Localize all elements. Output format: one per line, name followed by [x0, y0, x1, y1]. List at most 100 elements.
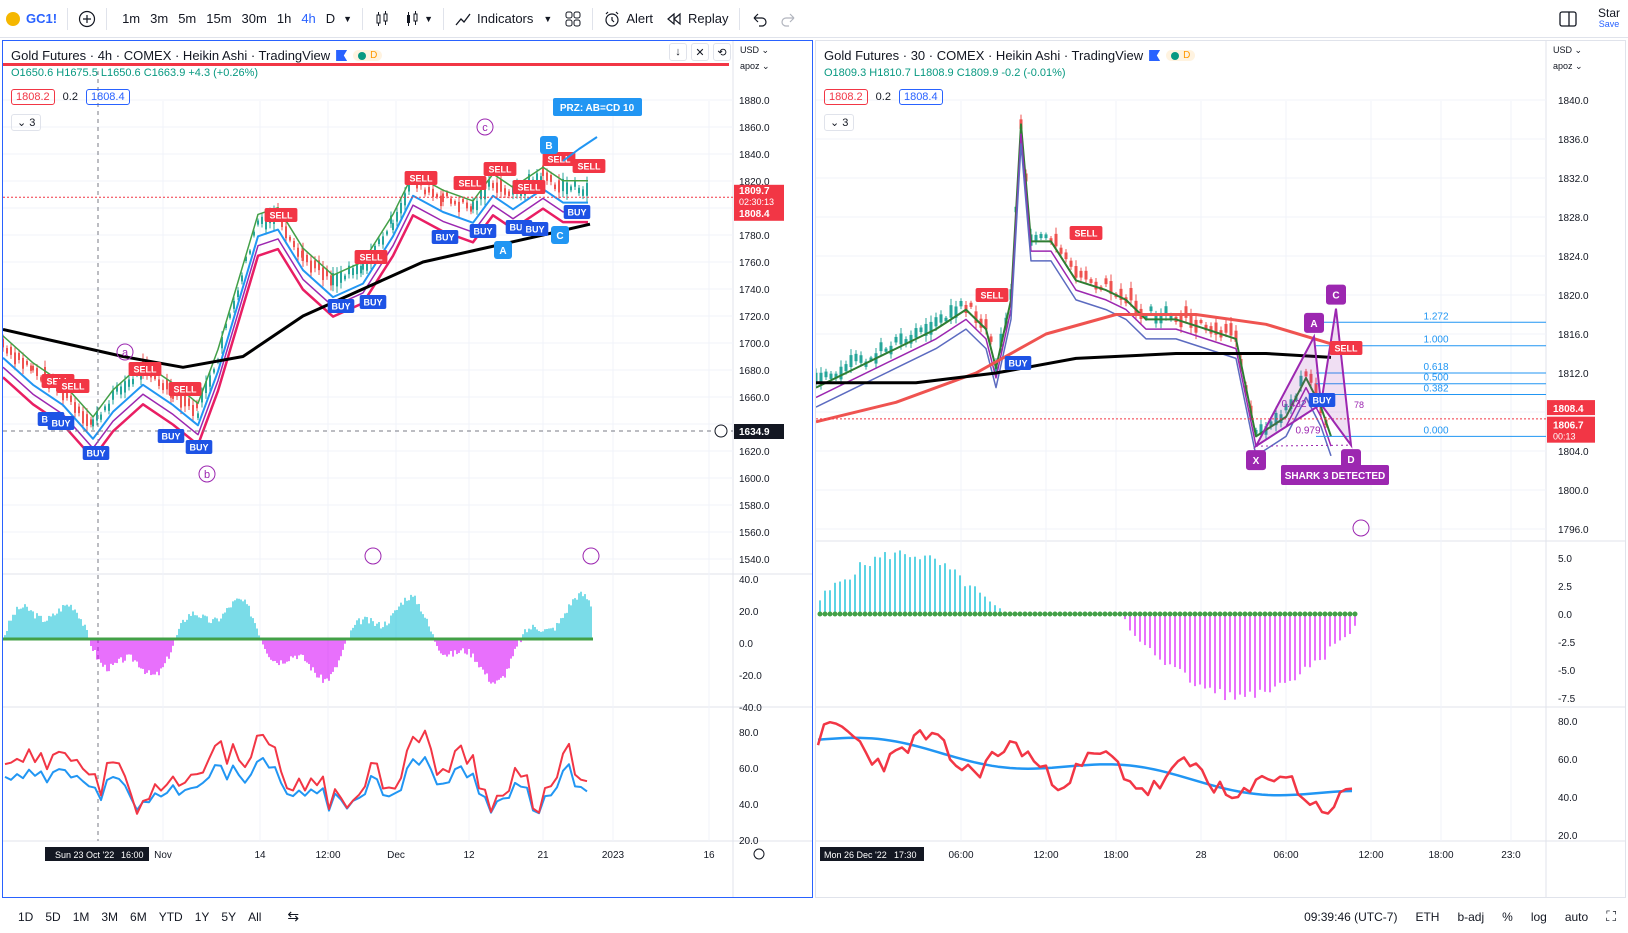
timeframe-15m[interactable]: 15m — [206, 11, 232, 26]
left-chart-title[interactable]: Gold Futures · 4h · COMEX · Heikin Ashi … — [11, 48, 383, 63]
buy-signal-tag: BUY — [567, 208, 586, 218]
range-6m[interactable]: 6M — [130, 909, 147, 924]
percent-toggle[interactable]: % — [1502, 909, 1513, 924]
chevron-down-icon[interactable]: ▼ — [343, 13, 353, 24]
compare-button[interactable] — [72, 0, 102, 38]
candle-body — [929, 321, 933, 335]
candle-body — [70, 395, 72, 402]
candle-body — [458, 201, 460, 213]
candle-body — [162, 383, 164, 391]
redo-button[interactable] — [774, 0, 804, 38]
timeframe-3m[interactable]: 3m — [150, 11, 169, 26]
buy-signal-tag-bg — [359, 295, 387, 309]
right-chart-title[interactable]: Gold Futures · 30 · COMEX · Heikin Ashi … — [824, 48, 1196, 63]
lightning-icon[interactable] — [582, 547, 600, 565]
save-button[interactable]: Star Save — [1592, 0, 1626, 38]
candle-body — [879, 342, 883, 352]
bar-style-button[interactable] — [367, 0, 397, 38]
range-ytd[interactable]: YTD — [158, 909, 183, 924]
zero-dot — [917, 611, 923, 617]
candle-body — [496, 182, 498, 193]
candle-body — [237, 290, 239, 297]
candle-body — [1314, 383, 1318, 395]
left-chart-canvas[interactable]: USD ⌄apoz ⌄1880.01860.01840.01820.01800.… — [3, 41, 812, 897]
layout-button[interactable] — [558, 0, 588, 38]
chart-panel-left[interactable]: USD ⌄apoz ⌄1880.01860.01840.01820.01800.… — [2, 40, 813, 898]
buy-price-button[interactable]: 1808.4 — [85, 89, 130, 105]
sell-price-button[interactable]: 1808.2 — [824, 89, 868, 105]
range-1m[interactable]: 1M — [72, 909, 90, 924]
symbol-search[interactable]: GC1! — [0, 0, 63, 38]
undo-button[interactable] — [744, 0, 774, 38]
zero-dot — [832, 611, 838, 617]
forward-icon[interactable] — [364, 547, 382, 565]
chart-type-button[interactable]: ▼ — [397, 0, 439, 38]
fullscreen-icon[interactable]: ⛶ — [1606, 908, 1616, 924]
clock[interactable]: 09:39:46 (UTC-7) — [1304, 909, 1398, 924]
indicators-button[interactable]: Indicators ▼ — [448, 0, 558, 38]
pattern-point-label: X — [1253, 456, 1260, 467]
fib-level-label: 1.000 — [1423, 335, 1448, 346]
candle-body — [954, 306, 958, 318]
currency-selector[interactable]: USD ⌄ — [1553, 45, 1582, 55]
zero-dot — [1327, 611, 1333, 617]
zero-dot — [1227, 611, 1233, 617]
sell-price-button[interactable]: 1808.2 — [11, 89, 55, 105]
zero-dot — [1107, 611, 1113, 617]
candle-body — [1064, 252, 1068, 260]
adjust-toggle[interactable]: b-adj — [1457, 909, 1485, 924]
ma-green-line — [816, 123, 1332, 438]
sidebar-panel-icon — [1559, 10, 1577, 27]
timeframe-4h[interactable]: 4h — [301, 11, 316, 26]
market-status-icon: D — [1166, 50, 1196, 61]
right-chart-canvas[interactable]: USD ⌄ apoz ⌄ 1840.0 1836.0 1832.0 1828.0 1824.… — [816, 41, 1625, 897]
countdown-label: 00:13 — [1553, 432, 1576, 442]
buy-price-button[interactable]: 1808.4 — [898, 89, 943, 105]
replay-button[interactable]: Replay — [659, 0, 734, 38]
currency-selector[interactable]: USD ⌄ — [740, 45, 769, 55]
timeframe-D[interactable]: D — [325, 11, 336, 26]
auto-toggle[interactable]: auto — [1564, 909, 1589, 924]
price-tick: 1580.0 — [739, 501, 770, 512]
timeframe-1h[interactable]: 1h — [276, 11, 292, 26]
zero-dot — [1022, 611, 1028, 617]
scale-mode-selector[interactable]: apoz ⌄ — [740, 61, 770, 71]
candle-body — [390, 215, 392, 224]
rsi-tick: 80.0 — [739, 728, 759, 739]
zero-dot — [1232, 611, 1238, 617]
candle-body — [3, 338, 4, 348]
range-3m[interactable]: 3M — [101, 909, 119, 924]
scroll-down-button[interactable]: ↓ — [669, 43, 687, 61]
add-alert-icon[interactable] — [714, 424, 728, 438]
range-5d[interactable]: 5D — [45, 909, 61, 924]
range-all[interactable]: All — [248, 909, 262, 924]
timeframe-5m[interactable]: 5m — [178, 11, 197, 26]
candle-body — [839, 366, 843, 380]
gear-icon[interactable] — [753, 848, 765, 860]
log-toggle[interactable]: log — [1530, 909, 1547, 924]
timeframe-30m[interactable]: 30m — [241, 11, 267, 26]
lightning-icon[interactable] — [1352, 519, 1370, 537]
zero-dot — [847, 611, 853, 617]
xb-ratio-label: 0.432 — [1281, 399, 1306, 410]
range-1y[interactable]: 1Y — [194, 909, 210, 924]
zero-dot — [1152, 611, 1158, 617]
close-pane-button[interactable]: ✕ — [691, 43, 709, 61]
range-5y[interactable]: 5Y — [221, 909, 237, 924]
chart-panel-right[interactable]: USD ⌄ apoz ⌄ 1840.0 1836.0 1832.0 1828.0 1824.… — [815, 40, 1626, 898]
indicators-collapse-button[interactable]: ⌄ 3 — [11, 114, 42, 131]
maximize-pane-button[interactable]: ⟲ — [713, 43, 731, 61]
zero-dot — [1202, 611, 1208, 617]
candle-body — [570, 186, 572, 191]
alert-button[interactable]: Alert — [597, 0, 659, 38]
timeframe-1m[interactable]: 1m — [122, 11, 141, 26]
pattern-point-bg — [1341, 449, 1361, 470]
indicators-collapse-button[interactable]: ⌄ 3 — [824, 114, 855, 131]
date-range-icon[interactable]: ⇆ — [287, 908, 300, 924]
sell-signal-tag-bg — [1329, 341, 1363, 355]
range-1d[interactable]: 1D — [18, 909, 34, 924]
candle-body — [108, 403, 110, 411]
scale-mode-selector[interactable]: apoz ⌄ — [1553, 61, 1583, 71]
session-toggle[interactable]: ETH — [1415, 909, 1440, 924]
panel-toggle-button[interactable] — [1552, 0, 1584, 38]
